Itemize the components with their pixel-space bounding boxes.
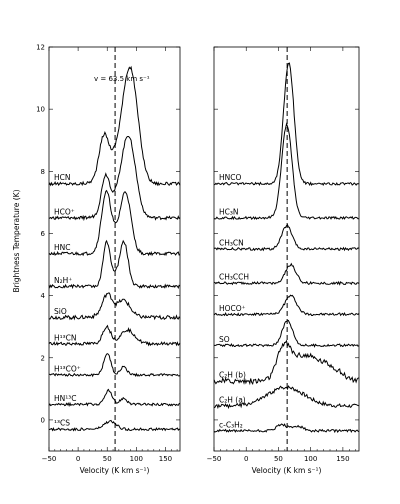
plot-frame — [213, 46, 360, 452]
x-axis-label: Velocity (K km s⁻¹) — [80, 466, 150, 475]
x-axis-label: Velocity (K km s⁻¹) — [252, 466, 322, 475]
x-tick-label: −50 — [42, 455, 57, 463]
spectrum-line — [48, 189, 181, 257]
x-tick-label: 100 — [130, 455, 143, 463]
spectrum-line — [213, 385, 360, 410]
spectrum-label: SO — [219, 335, 230, 344]
spectrum-label: CH₃CCH — [219, 273, 249, 282]
spectrum-line — [214, 319, 360, 348]
spectrum-line — [48, 239, 181, 290]
spectrum-line — [48, 136, 181, 222]
spectrum-line — [48, 324, 181, 347]
y-tick-label: 6 — [41, 230, 46, 238]
spectrum-line — [48, 353, 181, 378]
spectrum-label: C₂H (a) — [219, 395, 246, 404]
spectrum-label: C₂H (b) — [219, 371, 246, 380]
y-tick-label: 12 — [36, 44, 45, 52]
spectrum-line — [48, 65, 181, 187]
spectrum-line — [213, 294, 360, 317]
spectrum-label: c-C₃H₂ — [219, 420, 243, 429]
plot-frame — [48, 46, 181, 452]
spectrum-label: H¹³CN — [54, 333, 77, 342]
spectrum-line — [48, 419, 181, 432]
spectrum-label: HOCO⁺ — [219, 304, 246, 313]
x-tick-label: 0 — [244, 455, 248, 463]
velocity-annotation: v = 63.5 km s⁻¹ — [94, 75, 150, 83]
x-tick-label: 150 — [159, 455, 172, 463]
spectrum-label: ¹³CS — [54, 419, 70, 428]
spectrum-line — [213, 262, 360, 286]
spectrum-line — [48, 292, 181, 321]
x-tick-label: 50 — [103, 455, 112, 463]
spectrum-label: CH₃CN — [219, 239, 244, 248]
spectrum-label: HC₃N — [219, 207, 239, 216]
y-axis-label: Brightness Temperature (K) — [12, 189, 21, 292]
x-tick-label: 0 — [76, 455, 80, 463]
panel-right: −50 0 50 100 150 Velocity (K km s⁻¹) HNCO HC₃N C… — [207, 46, 360, 475]
y-tick-label: 10 — [36, 106, 45, 114]
spectrum-label: HNC — [54, 243, 71, 252]
y-tick-label: 4 — [41, 292, 46, 300]
spectrum-label: N₂H⁺ — [54, 276, 72, 285]
y-tick-label: 0 — [41, 416, 45, 424]
spectrum-line — [213, 339, 360, 386]
spectrum-line — [213, 122, 359, 221]
y-tick-label: 8 — [41, 168, 45, 176]
spectrum-line — [213, 62, 360, 187]
spectrum-label: H¹³CO⁺ — [54, 364, 81, 373]
spectrum-label: HNCO — [219, 173, 241, 182]
spectrum-label: SiO — [54, 307, 67, 316]
x-tick-label: −50 — [207, 455, 222, 463]
spectrum-label: HCN — [54, 173, 71, 182]
x-tick-label: 100 — [304, 455, 317, 463]
spectrum-line — [48, 388, 181, 407]
y-tick-label: 2 — [41, 354, 45, 362]
spectrum-line — [213, 223, 360, 252]
x-tick-label: 150 — [336, 455, 349, 463]
spectrum-line — [213, 423, 360, 434]
spectrum-label: HN¹³C — [54, 394, 77, 403]
x-tick-label: 50 — [274, 455, 283, 463]
panel-left: −50 0 50 100 150 0 2 4 6 8 10 12 Velocity (K km s⁻¹)… — [36, 44, 181, 475]
spectrum-label: HCO⁺ — [54, 207, 75, 216]
